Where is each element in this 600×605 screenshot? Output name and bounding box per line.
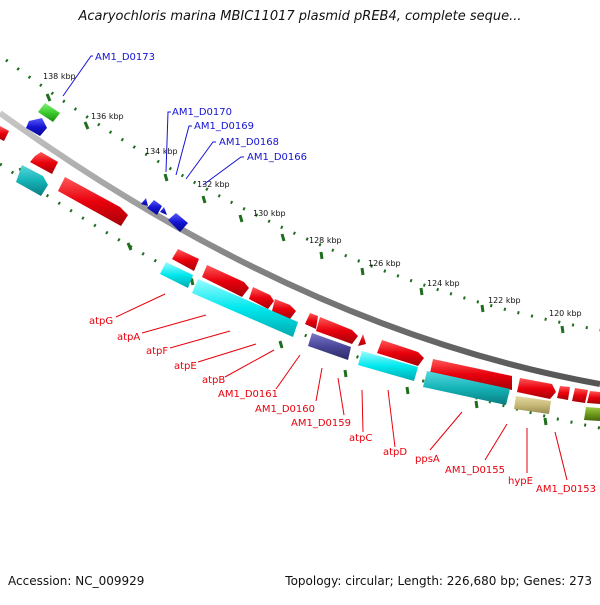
blue-connectors [62,55,244,186]
feature-cyan-atpg [160,262,193,288]
gene-red-6 [272,299,296,319]
feature-cyan-atpa [192,279,298,337]
tick-label-122: 122 kbp [488,296,521,305]
tick-label-126: 126 kbp [368,259,401,268]
feature-purple [308,333,351,360]
summary-text: Topology: circular; Length: 226,680 bp; … [285,574,592,588]
label-atpe: atpE [174,361,197,372]
red-genes [30,152,600,404]
gene-red-7 [305,313,318,329]
feature-blue-d0168 [160,207,167,215]
colored-features [16,165,600,421]
map-title: Acaryochloris marina MBIC11017 plasmid p… [78,9,522,24]
label-am1-d0168: AM1_D0168 [219,137,279,148]
label-am1-d0173: AM1_D0173 [95,52,155,63]
gene-red-1 [30,152,58,174]
gene-red-10 [377,340,424,366]
feature-blue-d0170 [141,198,148,206]
label-am1-d0153: AM1_D0153 [536,484,596,495]
feature-cyan-atpc [358,351,418,381]
feature-khaki [514,396,551,414]
feature-blue-d0169 [147,200,162,215]
label-atpa: atpA [117,332,140,343]
feature-olive [584,407,600,421]
gene-red-5 [249,287,274,309]
gene-red-14 [572,388,588,403]
label-am1-d0161: AM1_D0161 [218,389,278,400]
tick-label-134: 134 kbp [145,147,178,156]
label-am1-d0155: AM1_D0155 [445,465,505,476]
blue-genes [141,198,188,232]
tick-label-130: 130 kbp [253,209,286,218]
tick-label-120: 120 kbp [549,309,582,318]
label-am1-d0170: AM1_D0170 [172,107,232,118]
label-am1-d0160: AM1_D0160 [255,404,315,415]
label-atpd: atpD [383,447,407,458]
tick-label-128: 128 kbp [309,236,342,245]
label-atpb: atpB [202,375,225,386]
accession-text: Accession: NC_009929 [8,574,145,588]
label-atpc: atpC [349,433,372,444]
feature-blue-d0173 [26,118,47,136]
plasmid-backbone [0,110,600,387]
feature-cyan-left [16,165,48,196]
feature-red-outer-left [0,126,9,141]
label-am1-d0159: AM1_D0159 [291,418,351,429]
tick-label-136: 136 kbp [91,112,124,121]
major-ticks [45,93,565,334]
tick-label-132: 132 kbp [197,180,230,189]
gene-red-4 [202,265,249,297]
gene-red-2 [58,177,128,226]
label-hype: hypE [508,476,533,487]
red-connectors [115,293,568,481]
feature-blue-d0166 [168,213,188,232]
outer-features [0,103,60,141]
feature-teal-ppsa [423,371,510,405]
tick-label-124: 124 kbp [427,279,460,288]
gene-red-11 [430,359,512,390]
tick-label-138: 138 kbp [43,72,76,81]
label-atpf: atpF [146,346,168,357]
gene-red-12 [517,378,556,399]
gene-red-13 [557,386,570,400]
label-atpg: atpG [89,316,113,327]
label-am1-d0166: AM1_D0166 [247,152,307,163]
label-am1-d0169: AM1_D0169 [194,121,254,132]
gene-red-15 [587,391,600,404]
label-ppsa: ppsA [415,454,440,465]
gene-red-9 [358,334,366,346]
feature-green [38,103,60,122]
gene-red-3 [172,249,199,271]
gene-red-8 [316,317,358,344]
